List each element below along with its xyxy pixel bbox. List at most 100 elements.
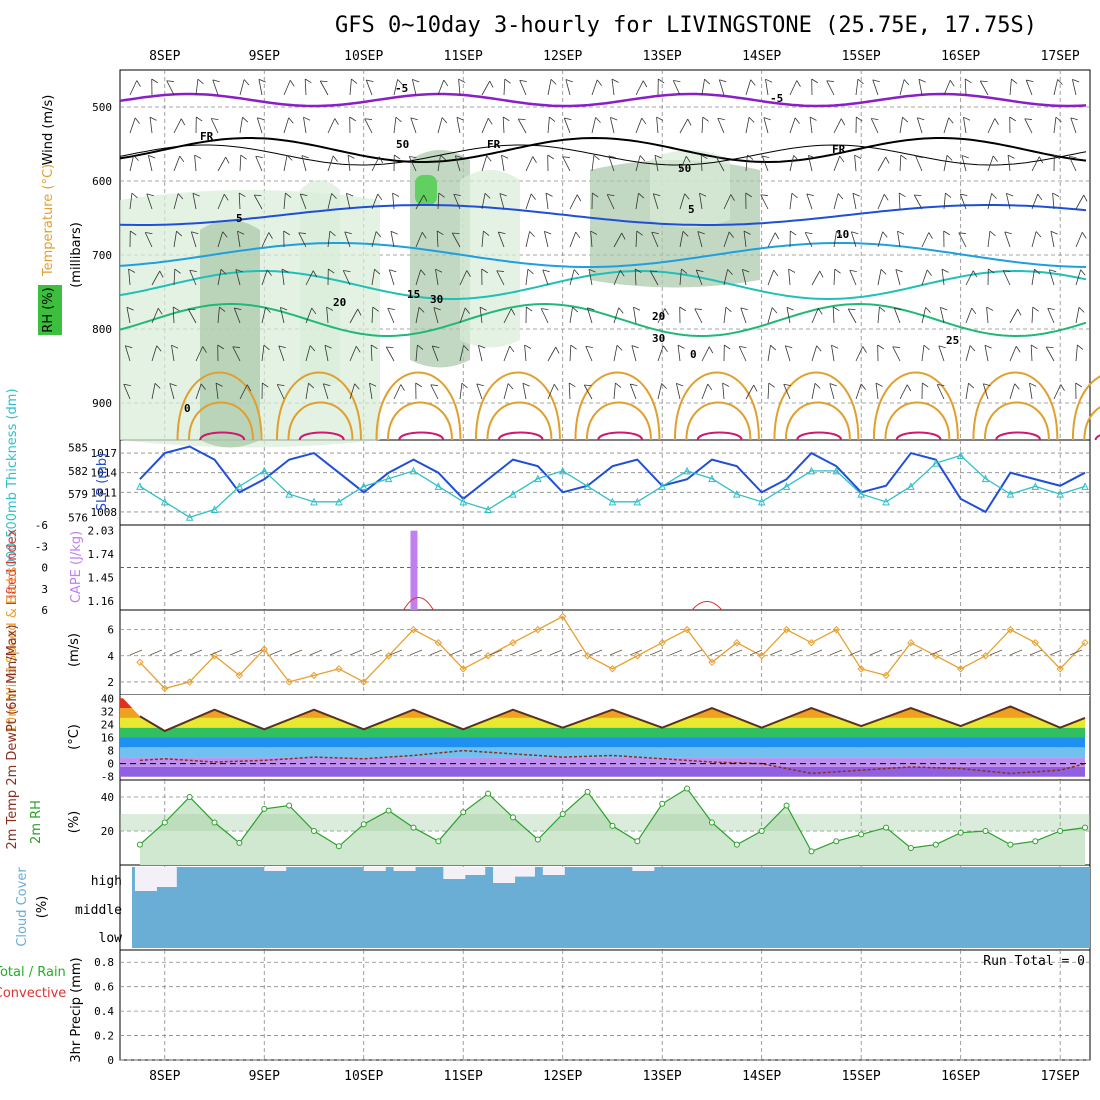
- wind-speed-point: [1031, 638, 1039, 647]
- barb-staff: [695, 269, 703, 286]
- barb-staff: [833, 231, 837, 248]
- wind-barb: [496, 270, 505, 286]
- barb-staff: [281, 269, 285, 286]
- barb-staff: [1031, 307, 1034, 324]
- wind-barb: [1072, 79, 1080, 96]
- wind-barb: [723, 306, 732, 324]
- barb-staff: [129, 80, 138, 96]
- upper-ytick: 700: [92, 249, 112, 262]
- barb-flag: [923, 344, 930, 351]
- rh-point: [460, 809, 467, 816]
- barb-staff: [943, 193, 946, 210]
- barb-staff: [327, 155, 334, 172]
- barb-staff: [562, 156, 571, 172]
- barb-staff: [763, 117, 769, 134]
- wind-barb: [503, 383, 514, 400]
- wind-barb: [961, 155, 969, 172]
- temp-tick: 0: [107, 758, 114, 771]
- wind-barb: [371, 156, 384, 172]
- slp-tick: 1017: [91, 447, 118, 460]
- wind-barb: [563, 117, 572, 134]
- barb-flag: [237, 230, 245, 235]
- wind-barb: [809, 116, 817, 134]
- barb-staff: [1075, 269, 1082, 286]
- barb-staff: [877, 156, 887, 172]
- barb-staff: [437, 155, 441, 172]
- barb-staff: [502, 117, 505, 134]
- barb-staff: [938, 345, 945, 362]
- barb-flag: [611, 78, 619, 83]
- barb-flag: [857, 78, 864, 85]
- wind-barb: [897, 230, 905, 248]
- barb-flag: [596, 79, 602, 86]
- barb-flag: [134, 117, 140, 124]
- wind-barb: [987, 230, 996, 248]
- barb-flag: [1004, 231, 1012, 235]
- barb-flag: [616, 345, 623, 351]
- isotherm-5: [119, 204, 1087, 226]
- barb-flag: [728, 231, 734, 238]
- barb-flag: [941, 268, 949, 273]
- barb-flag: [225, 156, 230, 164]
- wind-speed-point: [1056, 665, 1064, 673]
- barb-flag: [826, 80, 834, 82]
- barb-flag: [176, 230, 183, 237]
- rh2m-ylabel: 2m RH: [29, 800, 44, 844]
- barb-staff: [591, 117, 596, 134]
- wind-barb: [1068, 156, 1077, 172]
- wind-barb: [173, 118, 186, 134]
- thickness-point: [658, 482, 667, 490]
- wind-barb: [499, 193, 507, 210]
- precip-tick: 0: [107, 1054, 114, 1067]
- barb-flag: [324, 344, 332, 349]
- barb-staff: [415, 194, 425, 210]
- cloud-level-label: high: [91, 874, 122, 889]
- wind-barb: [745, 154, 754, 172]
- wind-barb-10m: [909, 649, 923, 656]
- barb-staff: [126, 307, 131, 324]
- rh-point: [1032, 838, 1039, 845]
- barb-flag: [949, 80, 955, 87]
- wind-barb: [829, 383, 837, 400]
- wind-barb: [635, 155, 646, 172]
- barb-flag: [653, 193, 661, 197]
- barb-staff: [583, 384, 593, 400]
- barb-flag: [848, 308, 856, 310]
- barb-flag: [438, 192, 445, 198]
- barb-staff: [679, 193, 686, 210]
- barb-staff: [503, 308, 512, 324]
- barb-flag: [1047, 307, 1055, 311]
- wind-speed-point: [310, 671, 318, 680]
- upper-ytick: 800: [92, 323, 112, 336]
- slp-ylabel: SLP (mb): [95, 453, 110, 512]
- barb-staff: [459, 307, 466, 324]
- barb-flag: [816, 345, 822, 352]
- barb-flag: [390, 230, 398, 235]
- barb-flag: [960, 193, 968, 197]
- wind-barb: [144, 232, 153, 248]
- contour-label: 0: [184, 402, 191, 415]
- barb-flag: [440, 154, 447, 161]
- barb-flag: [882, 231, 888, 238]
- contour-label: 50: [396, 138, 409, 151]
- wind-barb: [129, 230, 137, 248]
- wind-barb: [606, 194, 615, 210]
- barb-flag: [763, 117, 771, 121]
- barb-staff: [767, 345, 771, 362]
- wind-barb: [481, 80, 494, 96]
- barb-flag: [565, 79, 573, 83]
- wind-barb: [344, 231, 352, 248]
- wind-barb: [525, 231, 535, 248]
- barb-staff: [458, 79, 461, 96]
- barb-staff: [280, 307, 285, 324]
- bottom-date-label: 16SEP: [941, 1069, 980, 1084]
- barb-staff: [723, 194, 732, 210]
- rh-point: [783, 802, 790, 809]
- wind-barb: [283, 230, 291, 248]
- wind-barb: [215, 382, 223, 400]
- temp-tick: -8: [101, 771, 114, 784]
- slp-tick: 1011: [91, 486, 118, 499]
- wind-barb: [169, 383, 177, 400]
- barb-flag: [257, 117, 265, 121]
- barb-flag: [283, 230, 291, 236]
